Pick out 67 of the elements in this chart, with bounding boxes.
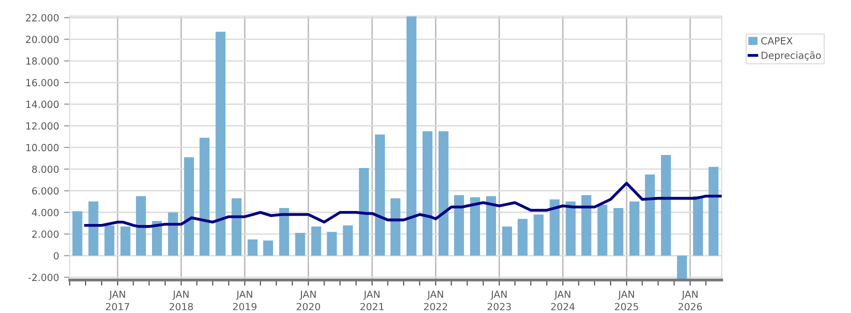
x-tick-label: JAN 2021	[360, 290, 384, 310]
bar	[248, 239, 258, 256]
x-tick-label: JAN 2017	[106, 290, 130, 310]
y-tick-label: 16.000	[26, 79, 59, 86]
x-tick-label: JAN 2024	[551, 290, 575, 310]
bar	[279, 208, 290, 256]
bar	[660, 155, 671, 256]
bar	[422, 131, 432, 256]
bar	[374, 134, 385, 256]
bar	[326, 232, 337, 256]
bar	[518, 218, 528, 256]
bar	[534, 214, 544, 256]
bar	[311, 226, 322, 256]
bar	[550, 199, 560, 256]
x-tick-label: JAN 2022	[424, 290, 448, 310]
bar	[613, 208, 624, 256]
y-tick-label: 22.000	[26, 14, 59, 22]
bar	[390, 198, 400, 256]
bar	[693, 196, 703, 256]
y-tick-label: 12.000	[26, 122, 59, 130]
x-tick-label: JAN 2023	[488, 290, 511, 310]
y-tick-label: 8.000	[32, 166, 59, 173]
bar	[502, 226, 512, 256]
bar	[184, 157, 194, 256]
y-tick-label: 2.000	[32, 230, 59, 238]
bar	[597, 204, 608, 256]
y-tick-label: 4.000	[32, 208, 59, 216]
x-tick-label: JAN 2026	[678, 290, 702, 310]
x-tick-label: JAN 2025	[614, 290, 638, 310]
bar	[216, 32, 226, 256]
bar	[708, 166, 718, 256]
bar	[120, 226, 130, 256]
bar	[406, 16, 416, 256]
bar	[232, 198, 242, 256]
bar	[152, 221, 162, 256]
bar	[104, 225, 114, 256]
bar	[438, 131, 448, 256]
bar	[342, 225, 353, 256]
line-series	[84, 182, 722, 228]
bar	[486, 196, 496, 256]
y-tick-label: 6.000	[32, 187, 59, 195]
bar	[581, 195, 592, 256]
bar	[454, 195, 464, 256]
y-tick-label: -2.000	[28, 274, 59, 282]
x-tick-label: JAN 2019	[233, 290, 256, 310]
bar	[88, 202, 98, 256]
bar	[470, 197, 480, 256]
y-tick-label: 0	[54, 252, 59, 260]
y-tick-label: 18.000	[26, 57, 59, 65]
bar	[72, 211, 82, 256]
x-tick-label: JAN 2018	[170, 290, 193, 310]
y-tick-label: 20.000	[26, 36, 59, 44]
y-tick-label: 10.000	[26, 144, 59, 152]
bar	[677, 256, 687, 280]
y-tick-label: 14.000	[26, 100, 59, 108]
bar	[263, 240, 274, 256]
bar	[358, 168, 369, 256]
legend-label: CAPEX	[761, 37, 793, 45]
x-tick-label: JAN 2020	[296, 290, 320, 310]
bar	[168, 212, 178, 256]
bar	[629, 202, 640, 256]
bar	[295, 232, 306, 256]
bar	[566, 202, 576, 256]
bar	[644, 174, 655, 256]
bar	[136, 196, 146, 256]
bar	[200, 138, 210, 256]
legend-label: Depreciação	[762, 51, 821, 61]
